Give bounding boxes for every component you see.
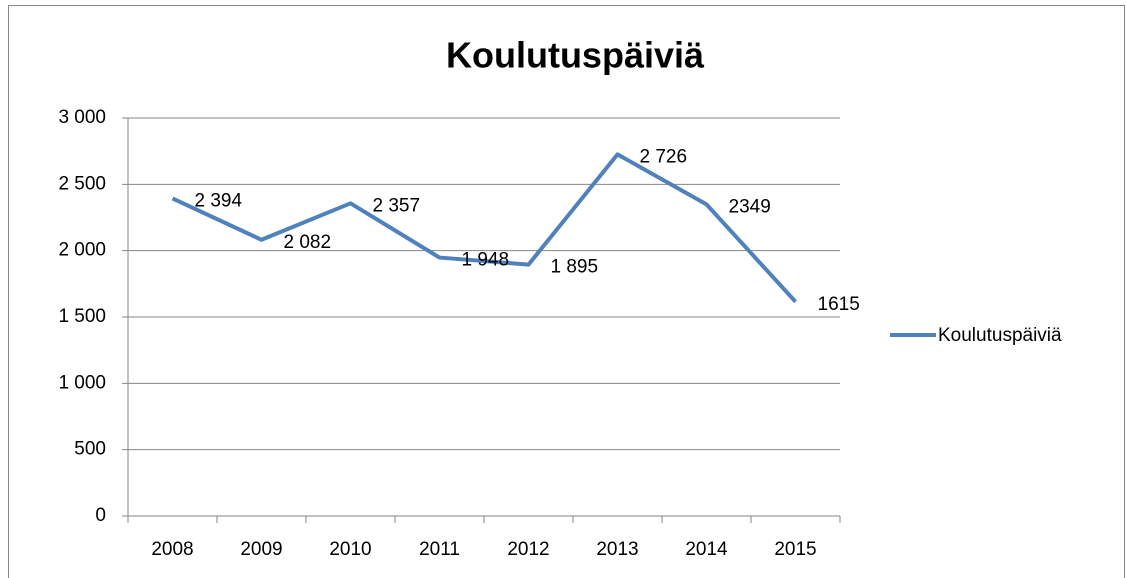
data-label: 1 948 bbox=[462, 250, 510, 271]
chart-border bbox=[8, 5, 1125, 578]
data-label: 2 357 bbox=[373, 195, 421, 216]
data-label: 2 082 bbox=[284, 232, 332, 253]
data-label: 1615 bbox=[818, 294, 860, 315]
data-label: 2 394 bbox=[195, 190, 243, 211]
legend-label: Koulutuspäiviä bbox=[938, 325, 1062, 346]
y-tick-label: 2 500 bbox=[58, 173, 106, 194]
x-tick-label: 2013 bbox=[596, 539, 638, 560]
x-tick-label: 2010 bbox=[329, 539, 371, 560]
x-tick-label: 2014 bbox=[685, 539, 728, 560]
data-label: 2 726 bbox=[640, 146, 688, 167]
y-tick-label: 3 000 bbox=[58, 107, 106, 128]
x-tick-label: 2008 bbox=[151, 539, 193, 560]
y-tick-label: 1 500 bbox=[58, 306, 106, 327]
y-tick-label: 1 000 bbox=[58, 372, 106, 393]
chart-title: Koulutuspäiviä bbox=[446, 35, 705, 76]
x-tick-label: 2012 bbox=[507, 539, 549, 560]
y-tick-label: 0 bbox=[95, 505, 106, 526]
y-tick-label: 2 000 bbox=[58, 240, 106, 261]
data-label: 2349 bbox=[729, 196, 771, 217]
x-tick-label: 2015 bbox=[774, 539, 816, 560]
x-tick-label: 2011 bbox=[419, 539, 460, 560]
line-series bbox=[171, 152, 797, 304]
data-label: 1 895 bbox=[551, 257, 599, 278]
x-tick-label: 2009 bbox=[240, 539, 282, 560]
y-tick-label: 500 bbox=[74, 439, 106, 460]
